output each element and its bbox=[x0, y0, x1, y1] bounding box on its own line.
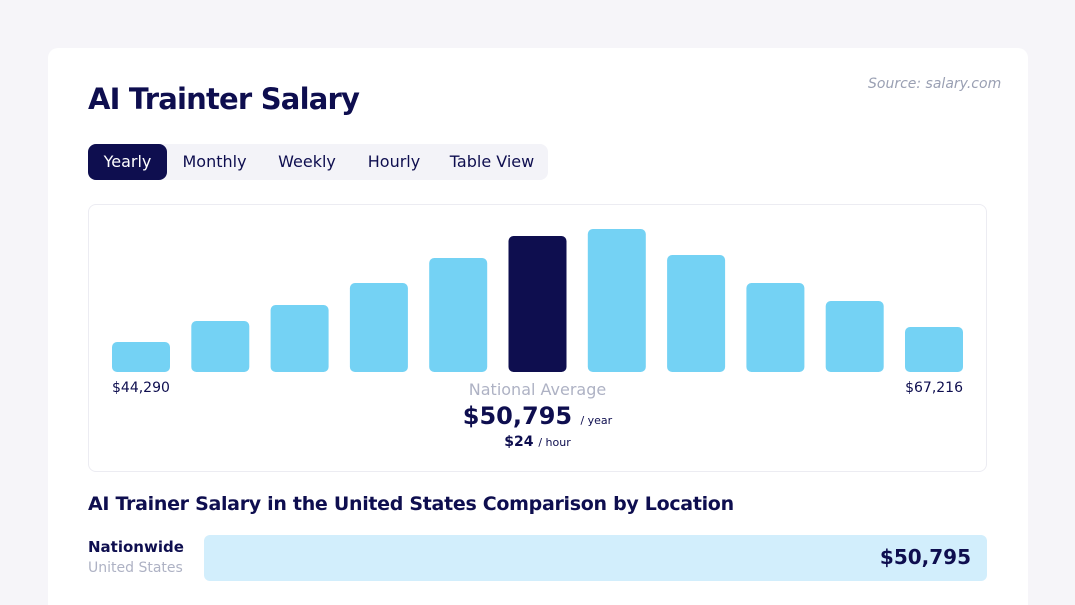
source-note: Source: salary.com bbox=[868, 76, 1002, 92]
tab-yearly[interactable]: Yearly bbox=[88, 144, 167, 180]
distribution-bar[interactable] bbox=[112, 342, 170, 372]
tab-hourly[interactable]: Hourly bbox=[367, 152, 421, 171]
hourly-average-value: $24 / hour bbox=[88, 434, 987, 450]
location-salary-bar[interactable]: $50,795 bbox=[204, 535, 987, 581]
distribution-bar[interactable] bbox=[825, 301, 884, 372]
page-title: AI Trainter Salary bbox=[88, 82, 360, 116]
location-name: Nationwide bbox=[88, 538, 184, 556]
national-average-bar[interactable] bbox=[508, 236, 567, 372]
distribution-bar[interactable] bbox=[905, 327, 963, 372]
tab-weekly[interactable]: Weekly bbox=[278, 152, 336, 171]
location-salary-value: $50,795 bbox=[879, 545, 971, 569]
distribution-bar[interactable] bbox=[349, 283, 408, 372]
distribution-bar[interactable] bbox=[270, 305, 329, 372]
yearly-amount: $50,795 bbox=[462, 402, 573, 430]
distribution-bar[interactable] bbox=[587, 229, 646, 372]
tab-table-view[interactable]: Table View bbox=[449, 152, 535, 171]
distribution-bars bbox=[112, 229, 963, 372]
salary-distribution-chart bbox=[88, 204, 987, 472]
per-hour-unit: / hour bbox=[538, 436, 571, 449]
distribution-bar[interactable] bbox=[191, 321, 250, 372]
distribution-bar[interactable] bbox=[429, 258, 488, 372]
hourly-amount: $24 bbox=[504, 434, 534, 450]
min-salary-label: $44,290 bbox=[112, 380, 170, 396]
tab-monthly[interactable]: Monthly bbox=[182, 152, 247, 171]
location-country: United States bbox=[88, 560, 183, 576]
distribution-bar[interactable] bbox=[667, 255, 726, 372]
comparison-title: AI Trainer Salary in the United States C… bbox=[88, 493, 734, 515]
distribution-bar[interactable] bbox=[746, 283, 805, 372]
period-tabs: Yearly Monthly Weekly Hourly Table View bbox=[88, 144, 548, 180]
max-salary-label: $67,216 bbox=[905, 380, 963, 396]
national-average-label: National Average bbox=[468, 380, 607, 399]
per-year-unit: / year bbox=[580, 414, 613, 427]
national-average-value: $50,795 / year bbox=[88, 402, 987, 430]
